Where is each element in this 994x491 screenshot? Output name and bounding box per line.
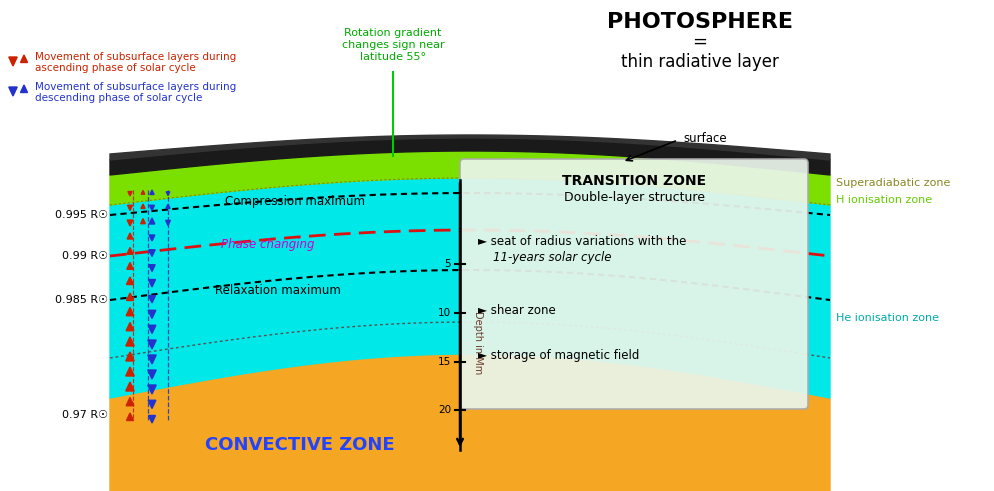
Text: PHOTOSPHERE: PHOTOSPHERE bbox=[606, 12, 792, 32]
Polygon shape bbox=[148, 296, 155, 303]
Polygon shape bbox=[21, 55, 28, 62]
Polygon shape bbox=[149, 235, 155, 241]
Polygon shape bbox=[126, 307, 134, 316]
Polygon shape bbox=[127, 220, 132, 226]
Polygon shape bbox=[141, 204, 145, 209]
FancyBboxPatch shape bbox=[459, 159, 807, 409]
Text: CONVECTIVE ZONE: CONVECTIVE ZONE bbox=[205, 436, 395, 454]
Polygon shape bbox=[148, 325, 156, 333]
Polygon shape bbox=[148, 310, 156, 319]
Polygon shape bbox=[148, 385, 156, 394]
Polygon shape bbox=[126, 398, 134, 406]
Polygon shape bbox=[141, 191, 145, 194]
Text: ► storage of magnetic field: ► storage of magnetic field bbox=[477, 349, 639, 361]
Polygon shape bbox=[150, 190, 154, 194]
Text: ► seat of radius variations with the: ► seat of radius variations with the bbox=[477, 235, 686, 247]
Polygon shape bbox=[125, 352, 134, 361]
Polygon shape bbox=[148, 355, 156, 364]
Polygon shape bbox=[148, 400, 156, 409]
Polygon shape bbox=[126, 293, 133, 300]
Text: 5: 5 bbox=[444, 259, 450, 269]
Text: 15: 15 bbox=[437, 356, 450, 367]
Text: 11-years solar cycle: 11-years solar cycle bbox=[492, 250, 611, 264]
Polygon shape bbox=[166, 204, 170, 209]
Text: Phase changing: Phase changing bbox=[221, 238, 314, 250]
Polygon shape bbox=[110, 138, 829, 175]
Text: ► shear zone: ► shear zone bbox=[477, 304, 556, 318]
Text: Movement of subsurface layers during: Movement of subsurface layers during bbox=[35, 82, 236, 92]
Polygon shape bbox=[127, 233, 132, 239]
Polygon shape bbox=[128, 191, 132, 196]
Text: surface: surface bbox=[682, 132, 726, 144]
Polygon shape bbox=[126, 413, 133, 420]
Polygon shape bbox=[149, 218, 155, 224]
Polygon shape bbox=[127, 205, 132, 211]
Polygon shape bbox=[126, 323, 134, 331]
Polygon shape bbox=[126, 277, 133, 284]
Polygon shape bbox=[148, 279, 155, 287]
Polygon shape bbox=[125, 382, 134, 391]
Polygon shape bbox=[165, 220, 170, 225]
Polygon shape bbox=[126, 263, 133, 269]
Text: 0.99 R☉: 0.99 R☉ bbox=[62, 251, 108, 261]
Text: Relaxation maximum: Relaxation maximum bbox=[215, 283, 341, 297]
Polygon shape bbox=[9, 87, 17, 96]
Text: He ionisation zone: He ionisation zone bbox=[835, 313, 938, 323]
Text: descending phase of solar cycle: descending phase of solar cycle bbox=[35, 93, 202, 103]
Text: Movement of subsurface layers during: Movement of subsurface layers during bbox=[35, 52, 236, 62]
Text: TRANSITION ZONE: TRANSITION ZONE bbox=[562, 174, 706, 188]
Polygon shape bbox=[126, 247, 133, 254]
Polygon shape bbox=[149, 250, 155, 256]
Polygon shape bbox=[9, 57, 17, 66]
Text: thin radiative layer: thin radiative layer bbox=[620, 53, 778, 71]
Text: ascending phase of solar cycle: ascending phase of solar cycle bbox=[35, 63, 196, 73]
Polygon shape bbox=[148, 370, 156, 379]
Polygon shape bbox=[149, 265, 155, 272]
Text: 0.97 R☉: 0.97 R☉ bbox=[62, 410, 108, 420]
Polygon shape bbox=[140, 218, 145, 224]
Polygon shape bbox=[125, 367, 134, 376]
Polygon shape bbox=[110, 151, 829, 205]
Text: Rotation gradient
changes sign near
latitude 55°: Rotation gradient changes sign near lati… bbox=[341, 28, 444, 61]
Text: H ionisation zone: H ionisation zone bbox=[835, 195, 931, 205]
Text: Compression maximum: Compression maximum bbox=[225, 195, 365, 209]
Polygon shape bbox=[148, 415, 155, 423]
Text: Depth in Mm: Depth in Mm bbox=[472, 311, 482, 374]
Polygon shape bbox=[125, 337, 134, 346]
Polygon shape bbox=[21, 85, 28, 92]
Text: 20: 20 bbox=[437, 406, 450, 415]
Text: Double-layer structure: Double-layer structure bbox=[563, 191, 704, 204]
Polygon shape bbox=[110, 178, 829, 398]
Text: 10: 10 bbox=[437, 308, 450, 318]
Polygon shape bbox=[166, 191, 170, 195]
Polygon shape bbox=[110, 135, 829, 160]
Text: 0.985 R☉: 0.985 R☉ bbox=[55, 295, 108, 305]
Text: 0.995 R☉: 0.995 R☉ bbox=[55, 210, 108, 220]
Polygon shape bbox=[110, 354, 829, 491]
Text: =: = bbox=[692, 33, 707, 51]
Polygon shape bbox=[148, 340, 156, 349]
Polygon shape bbox=[149, 205, 154, 211]
Text: Superadiabatic zone: Superadiabatic zone bbox=[835, 178, 949, 188]
